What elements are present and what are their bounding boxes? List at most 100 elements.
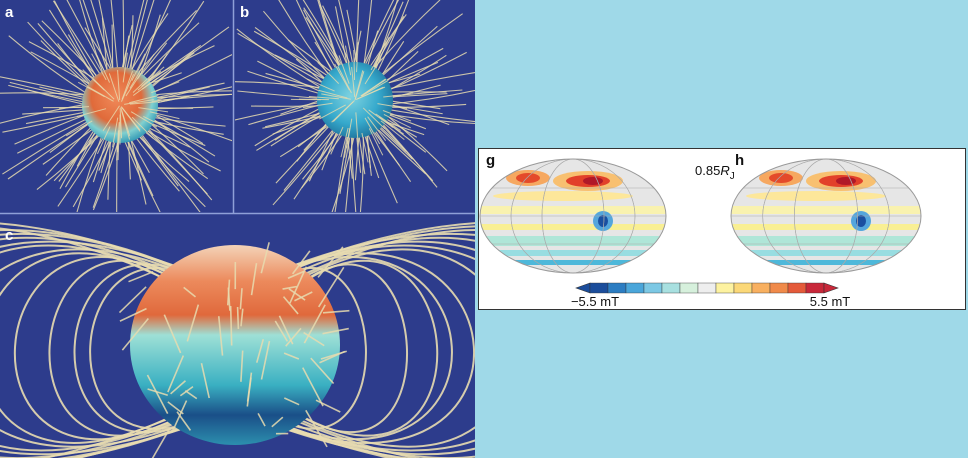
field-line	[246, 372, 253, 402]
field-line	[320, 350, 347, 360]
field-line	[112, 117, 119, 148]
field-line	[287, 270, 305, 279]
field-line	[252, 244, 475, 452]
field-line	[305, 409, 328, 448]
field-line	[344, 45, 352, 76]
field-line	[383, 93, 414, 98]
colorbar-swatch	[733, 282, 753, 294]
map-outline	[730, 158, 922, 274]
field-line	[167, 355, 185, 393]
field-line	[121, 317, 149, 351]
field-line	[59, 106, 90, 109]
field-line	[102, 105, 120, 132]
field-line	[282, 296, 299, 315]
map-patch	[493, 191, 633, 201]
field-line	[380, 120, 405, 141]
colorbar-swatch	[751, 282, 771, 294]
field-line	[137, 70, 162, 91]
field-line	[303, 304, 326, 344]
field-line	[122, 0, 125, 79]
colorbar-swatch	[679, 282, 699, 294]
map-patch	[583, 177, 603, 185]
field-line	[294, 291, 313, 302]
field-line	[368, 128, 384, 156]
colorbar-swatch	[697, 282, 717, 294]
field-line	[260, 340, 271, 380]
field-line	[310, 357, 335, 385]
field-line	[131, 53, 146, 81]
field-line	[128, 271, 154, 283]
field-line	[229, 306, 233, 346]
field-line	[368, 109, 394, 128]
panel-label: b	[240, 4, 249, 21]
field-line	[163, 314, 182, 354]
field-line	[0, 229, 218, 458]
map-patch	[598, 215, 608, 227]
field-line	[77, 81, 105, 98]
field-line	[355, 86, 384, 101]
field-line	[236, 28, 330, 94]
field-line	[135, 126, 201, 212]
panel-label: h	[735, 152, 744, 169]
field-line	[130, 111, 158, 128]
field-line	[361, 132, 369, 163]
field-line	[125, 70, 143, 97]
radius-subscript: J	[730, 171, 735, 182]
field-line	[239, 288, 243, 310]
field-line	[132, 71, 156, 93]
field-line	[337, 66, 352, 94]
field-line	[364, 58, 382, 85]
field-line	[186, 304, 200, 342]
map-band	[480, 260, 666, 265]
field-line	[361, 80, 388, 97]
panel-a-image	[0, 0, 232, 212]
colorbar-swatch	[715, 282, 735, 294]
field-line	[298, 259, 439, 437]
field-line	[306, 78, 335, 92]
field-line	[146, 374, 169, 414]
field-line	[302, 102, 333, 109]
field-line	[236, 306, 240, 330]
field-line	[122, 52, 128, 83]
field-line	[217, 316, 224, 356]
field-line	[303, 331, 325, 347]
radius-value: 0.85	[695, 163, 720, 178]
field-line	[96, 126, 111, 155]
field-line	[260, 242, 270, 274]
field-line	[170, 380, 186, 395]
field-line	[282, 285, 297, 290]
field-line	[76, 108, 107, 117]
field-line	[291, 250, 311, 275]
colorbar-swatch	[625, 282, 645, 294]
field-line	[278, 315, 294, 345]
colorbar-min-label: −5.5 mT	[571, 294, 619, 309]
field-line	[274, 320, 289, 342]
map-band	[731, 250, 921, 256]
map-patch	[746, 191, 886, 201]
map-patch	[856, 215, 866, 227]
field-line	[0, 240, 222, 456]
field-line	[124, 99, 154, 105]
map-patch	[836, 177, 856, 185]
field-line	[237, 32, 332, 89]
field-line	[283, 352, 300, 360]
field-line	[129, 101, 160, 105]
field-line	[308, 95, 339, 100]
map-band	[731, 260, 921, 265]
field-line	[120, 107, 131, 137]
field-line	[183, 286, 197, 298]
field-line	[119, 108, 123, 139]
colorbar-swatch	[589, 282, 609, 294]
field-line	[315, 399, 341, 413]
map-band	[731, 206, 921, 214]
field-line	[2, 116, 97, 175]
map-band	[731, 224, 921, 230]
field-line	[318, 89, 348, 99]
field-line	[141, 66, 165, 87]
colorbar-swatch	[607, 282, 627, 294]
field-line	[129, 95, 159, 104]
field-line	[377, 103, 408, 109]
field-line	[184, 390, 198, 400]
field-line	[151, 97, 182, 102]
